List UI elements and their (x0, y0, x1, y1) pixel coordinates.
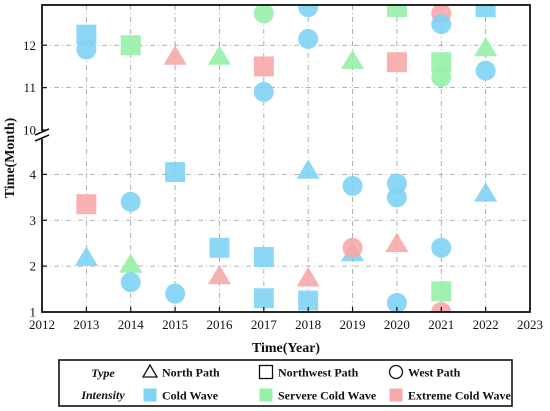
triangle-marker-severe (207, 45, 232, 65)
circle-marker-cold (76, 39, 97, 60)
y-tick-label: 12 (23, 38, 36, 53)
circle-marker-cold (431, 237, 452, 258)
square-marker-cold (298, 290, 319, 311)
x-tick-label: 2023 (517, 317, 543, 332)
legend-cold-swatch (143, 388, 157, 402)
y-tick-label: 11 (23, 80, 36, 95)
square-marker-severe (431, 281, 452, 302)
triangle-marker-severe (340, 49, 365, 70)
legend-severe-swatch (259, 388, 273, 402)
legend-extreme-swatch (389, 388, 403, 402)
square-marker-extreme (386, 52, 407, 73)
data-points (74, 5, 498, 312)
legend-triangle-icon (141, 363, 159, 378)
square-marker-extreme (76, 194, 97, 215)
triangle-marker-cold (74, 246, 98, 266)
circle-marker-cold (386, 292, 407, 312)
x-tick-label: 2014 (118, 317, 145, 332)
triangle-marker-extreme (296, 267, 320, 287)
y-tick-label: 4 (30, 167, 37, 182)
legend-type-header: Type (91, 366, 115, 380)
x-tick-label: 2017 (251, 317, 278, 332)
x-tick-label: 2015 (162, 317, 188, 332)
x-tick-label: 2021 (428, 317, 454, 332)
x-tick-label: 2012 (29, 317, 55, 332)
legend-intensity-label: Cold Wave (162, 389, 219, 403)
circle-marker-cold (431, 14, 452, 35)
triangle-marker-cold (296, 159, 320, 179)
legend-circle-icon (388, 364, 404, 380)
triangle-marker-severe (474, 36, 498, 57)
legend-type-label: North Path (162, 366, 220, 380)
circle-marker-cold (386, 173, 407, 194)
circle-marker-severe (253, 5, 274, 24)
square-marker-cold (475, 5, 496, 18)
circle-marker-cold (253, 81, 274, 102)
triangle-marker-extreme (207, 264, 232, 285)
axis-break-slash (34, 134, 50, 142)
legend-intensity-label: Extreme Cold Wave (408, 389, 512, 403)
circle-marker-severe (431, 67, 452, 88)
circle-marker-cold (120, 191, 141, 212)
legend: Type Intensity North Path Northwest Path Wes… (58, 359, 513, 407)
y-tick-label: 3 (30, 213, 37, 228)
square-marker-severe (386, 5, 407, 18)
legend-intensity-label: Servere Cold Wave (278, 389, 377, 403)
square-marker-cold (76, 24, 97, 45)
x-tick-label: 2019 (340, 317, 366, 332)
triangle-marker-cold (474, 182, 498, 202)
circle-marker-cold (342, 175, 363, 196)
circle-marker-cold (298, 28, 319, 49)
x-tick-label: 2018 (295, 317, 321, 332)
x-tick-label: 2022 (473, 317, 499, 332)
legend-type-label: West Path (408, 366, 461, 380)
x-tick-label: 2013 (73, 317, 99, 332)
triangle-marker-severe (119, 253, 143, 273)
legend-square-icon (258, 364, 274, 380)
square-marker-severe (120, 35, 141, 56)
x-axis-label: Time(Year) (252, 341, 320, 356)
grid (42, 5, 530, 312)
square-marker-cold (253, 288, 274, 309)
y-tick-label: 1 (30, 305, 37, 320)
square-marker-cold (253, 246, 274, 267)
circle-marker-cold (475, 60, 496, 81)
circle-marker-cold (120, 272, 141, 293)
x-tick-label: 2020 (384, 317, 410, 332)
legend-box (58, 359, 513, 407)
plot-frame (41, 4, 531, 313)
square-marker-extreme (253, 56, 274, 77)
x-tick-labels: 2012 2013 2014 2015 2016 2017 2018 2019 2020 2021… (29, 307, 543, 332)
square-marker-cold (209, 237, 230, 258)
circle-marker-extreme (342, 237, 363, 258)
circle-marker-cold (165, 283, 186, 304)
triangle-marker-extreme (385, 232, 409, 253)
legend-type-label: Northwest Path (278, 366, 359, 380)
y-axis-label: Time(Month) (3, 117, 18, 198)
circle-marker-cold (386, 187, 407, 208)
circle-marker-cold (298, 5, 319, 18)
square-marker-severe (431, 52, 452, 73)
x-tick-label: 2016 (206, 317, 233, 332)
triangle-marker-extreme (163, 45, 187, 65)
y-tick-label: 10 (23, 123, 36, 138)
legend-intensity-header: Intensity (80, 388, 125, 402)
y-tick-label: 2 (30, 259, 37, 274)
square-marker-cold (165, 162, 186, 183)
axis-break-gap (36, 131, 48, 139)
